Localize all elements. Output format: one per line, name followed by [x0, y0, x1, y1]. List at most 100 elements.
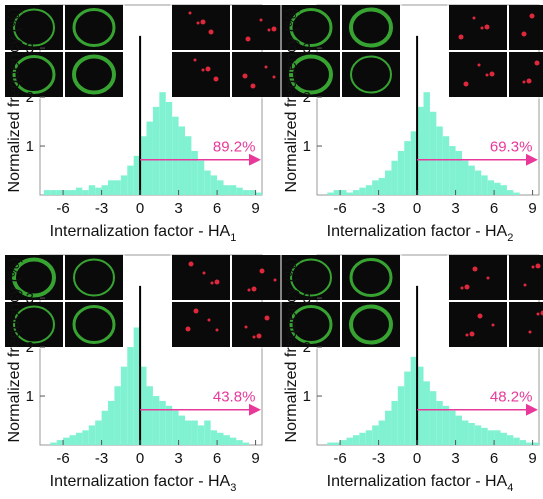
histogram-bar [230, 438, 236, 445]
y-tick-label: 3 [303, 290, 311, 307]
histogram-bar [347, 193, 353, 195]
x-tick-label: -3 [372, 450, 385, 467]
x-axis-label-text: Internalization factor - HA [327, 223, 508, 240]
x-tick-label: -3 [95, 450, 108, 467]
histogram-bar [475, 171, 481, 195]
histogram-bar [379, 421, 385, 445]
red-dot [248, 289, 251, 292]
histogram-bar [185, 421, 191, 445]
red-dot [274, 279, 277, 282]
x-tick-label: 0 [413, 200, 421, 217]
histogram-bar [198, 425, 204, 445]
histogram-bar [359, 433, 365, 445]
histogram-bar [89, 425, 95, 445]
histogram-bar [204, 421, 210, 445]
red-dot [461, 287, 464, 290]
histogram-bar [533, 443, 539, 445]
histogram-bar [507, 435, 513, 445]
red-dot [486, 74, 489, 77]
red-dot [492, 324, 495, 327]
red-dot [246, 37, 251, 42]
histogram-bar [172, 411, 178, 445]
histogram-bar [398, 386, 404, 445]
histogram-bar [159, 92, 165, 195]
red-dot [265, 66, 268, 69]
histogram-bar [334, 443, 340, 445]
histogram-bar [191, 421, 197, 445]
red-dot [253, 336, 256, 339]
histogram-bar [353, 190, 359, 195]
histogram-bar [494, 183, 500, 195]
annotation-label: 43.8% [213, 389, 256, 406]
red-dot [465, 285, 470, 290]
histogram-bar [108, 401, 114, 445]
histogram-bar [507, 190, 513, 195]
red-dot [216, 329, 219, 332]
red-dot [490, 72, 495, 77]
x-tick-label: 0 [136, 450, 144, 467]
histogram-bar [50, 190, 56, 195]
red-dot [529, 331, 532, 334]
red-dot [194, 309, 199, 314]
histogram-bar [63, 190, 69, 195]
histogram-bar [127, 347, 133, 445]
x-tick-label: 3 [174, 450, 182, 467]
histogram-bar [102, 185, 108, 195]
histogram-bar [430, 112, 436, 195]
histogram-bar [501, 185, 507, 195]
annotation-label: 69.3% [490, 139, 533, 156]
histogram-bar [70, 190, 76, 195]
x-tick-label: -6 [56, 450, 69, 467]
histogram-bar [494, 430, 500, 445]
x-axis-label-text: Internalization factor - HA [327, 473, 508, 490]
histogram-bar [398, 151, 404, 195]
histogram-bar [366, 430, 372, 445]
histogram-bar [327, 193, 333, 195]
y-axis-label: Normalized frequency (%) [6, 8, 23, 193]
x-tick-label: 9 [251, 200, 259, 217]
x-tick-label: -3 [95, 200, 108, 217]
micrograph-cell [509, 255, 543, 300]
red-dot [527, 79, 532, 84]
micrograph-cell [449, 302, 507, 347]
micrograph-cell [172, 302, 230, 347]
red-dot [251, 84, 256, 89]
x-axis-label: Internalization factor - HA1 [50, 223, 237, 244]
histogram-bar [185, 136, 191, 195]
y-axis-label: Normalized frequency (%) [6, 258, 23, 443]
histogram-bar [443, 406, 449, 445]
histogram-bar [224, 435, 230, 445]
x-axis-label-subscript: 4 [507, 482, 513, 494]
histogram-bar [236, 188, 242, 195]
histogram-bar [127, 166, 133, 195]
histogram-bar [488, 180, 494, 195]
micrograph-cell [509, 52, 543, 97]
histogram-bar [513, 438, 519, 445]
red-dot [214, 77, 219, 82]
histogram-bar [436, 401, 442, 445]
histogram-bar [198, 161, 204, 195]
red-dot [197, 22, 200, 25]
histogram-bar [475, 425, 481, 445]
red-dot [186, 327, 191, 332]
histogram-bar [121, 367, 127, 445]
x-tick-label: -6 [333, 450, 346, 467]
red-dot [536, 264, 541, 269]
histogram-bar [468, 423, 474, 445]
histogram-bar [488, 430, 494, 445]
red-dot [252, 287, 257, 292]
micrograph-cell [449, 52, 507, 97]
histogram-bar [57, 440, 63, 445]
histogram-bar [481, 428, 487, 445]
histogram-bar [172, 117, 178, 195]
x-tick-label: 9 [528, 450, 536, 467]
histogram-bar [379, 178, 385, 195]
micrograph-cell [172, 52, 230, 97]
red-dot [485, 25, 490, 30]
histogram-bar [217, 433, 223, 445]
histogram-bar [191, 151, 197, 195]
red-dot [487, 277, 490, 280]
x-tick-label: 3 [451, 200, 459, 217]
